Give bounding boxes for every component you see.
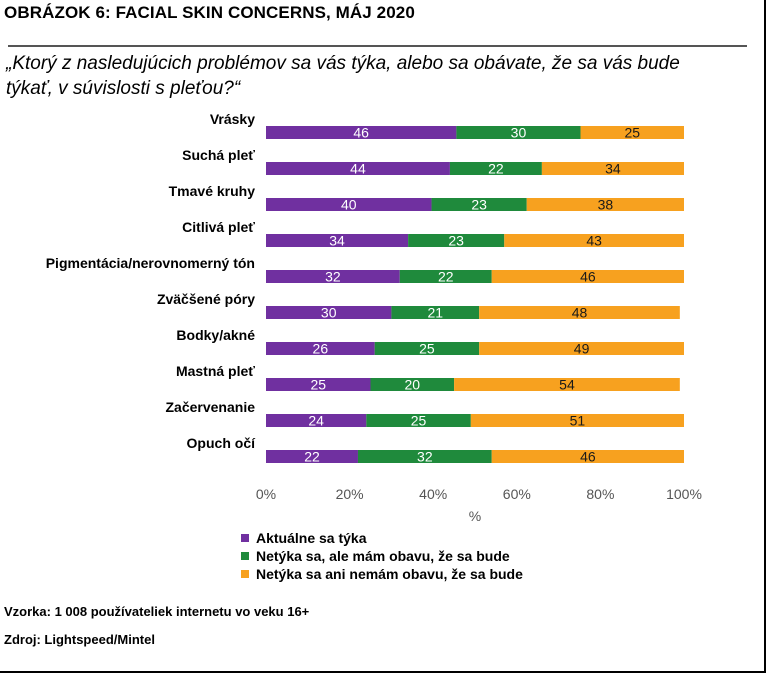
data-label-s0: 40	[341, 197, 357, 213]
data-label-s1: 25	[411, 413, 427, 429]
data-label-s2: 48	[572, 305, 588, 321]
bar-segment-s0	[266, 342, 375, 355]
category-label: Zväčšené póry	[157, 291, 255, 307]
bar-segment-s2	[479, 306, 680, 319]
title-divider	[8, 45, 747, 47]
x-tick-label: 100%	[666, 486, 702, 502]
data-label-s2: 34	[605, 161, 621, 177]
bar-segment-s0	[266, 306, 392, 319]
data-label-s0: 44	[350, 161, 366, 177]
category-label: Mastná pleť	[176, 363, 255, 379]
data-label-s2: 46	[580, 449, 596, 465]
bar-segment-s1	[399, 270, 492, 283]
data-label-s1: 30	[511, 125, 527, 141]
data-label-s1: 22	[438, 269, 454, 285]
x-axis-title: %	[469, 508, 481, 524]
data-label-s1: 20	[405, 377, 421, 393]
legend-swatch-0	[241, 534, 249, 542]
bar-segment-s0	[266, 162, 450, 175]
x-tick-label: 0%	[256, 486, 276, 502]
data-label-s0: 24	[308, 413, 324, 429]
legend-item-2: Netýka sa ani nemám obavu, že sa bude	[241, 565, 523, 583]
bar-segment-s0	[266, 270, 400, 283]
data-label-s2: 49	[574, 341, 590, 357]
category-label: Citlivá pleť	[182, 219, 255, 235]
data-label-s0: 46	[353, 125, 369, 141]
category-label: Začervenanie	[166, 399, 256, 415]
sample-note: Vzorka: 1 008 používateliek internetu vo…	[4, 604, 310, 619]
data-label-s0: 22	[304, 449, 320, 465]
data-label-s2: 46	[580, 269, 596, 285]
bar-segment-s1	[391, 306, 480, 319]
data-label-s0: 32	[325, 269, 341, 285]
bar-segment-s2	[526, 198, 684, 211]
data-label-s1: 32	[417, 449, 433, 465]
bar-segment-s2	[491, 270, 684, 283]
legend-swatch-2	[241, 570, 249, 578]
category-label: Vrásky	[210, 111, 255, 127]
category-label: Pigmentácia/nerovnomerný tón	[46, 255, 255, 271]
chart-title: OBRÁZOK 6: FACIAL SKIN CONCERNS, MÁJ 202…	[4, 3, 415, 22]
bar-segment-s1	[374, 342, 480, 355]
bar-segment-s1	[408, 234, 505, 247]
x-tick-label: 80%	[586, 486, 614, 502]
bar-segment-s2	[541, 162, 684, 175]
data-label-s1: 23	[448, 233, 464, 249]
legend-label-2: Netýka sa ani nemám obavu, že sa bude	[256, 566, 523, 582]
data-label-s2: 51	[570, 413, 586, 429]
data-label-s2: 43	[586, 233, 602, 249]
bar-segment-s0	[266, 450, 358, 463]
bar-segment-s0	[266, 198, 432, 211]
bar-segment-s1	[456, 126, 581, 139]
bar-segment-s2	[470, 414, 684, 427]
bar-segment-s2	[479, 342, 684, 355]
legend-swatch-1	[241, 552, 249, 560]
bar-segment-s0	[266, 378, 371, 391]
source-note: Zdroj: Lightspeed/Mintel	[4, 632, 155, 647]
bar-segment-s0	[266, 234, 409, 247]
data-label-s0: 34	[329, 233, 345, 249]
bar-segment-s1	[357, 450, 492, 463]
legend-label-0: Aktuálne sa týka	[256, 530, 367, 546]
data-label-s1: 25	[419, 341, 435, 357]
x-tick-label: 20%	[336, 486, 364, 502]
data-label-s0: 25	[310, 377, 326, 393]
legend-item-1: Netýka sa, ale mám obavu, že sa bude	[241, 547, 523, 565]
bar-segment-s2	[491, 450, 684, 463]
data-label-s1: 21	[428, 305, 444, 321]
bar-segment-s2	[580, 126, 684, 139]
data-label-s2: 38	[598, 197, 614, 213]
bar-segment-s2	[504, 234, 684, 247]
bar-segment-s0	[266, 414, 367, 427]
data-label-s1: 22	[488, 161, 504, 177]
bar-segment-s1	[366, 414, 471, 427]
category-label: Bodky/akné	[176, 327, 255, 343]
bar-segment-s2	[454, 378, 680, 391]
data-label-s0: 30	[321, 305, 337, 321]
bar-segment-s0	[266, 126, 457, 139]
bar-segment-s1	[449, 162, 542, 175]
bar-segment-s1	[431, 198, 527, 211]
data-label-s0: 26	[313, 341, 329, 357]
bar-segment-s1	[370, 378, 455, 391]
data-label-s2: 54	[559, 377, 575, 393]
category-label: Suchá pleť	[182, 147, 255, 163]
legend: Aktuálne sa týka Netýka sa, ale mám obav…	[241, 529, 523, 583]
category-label: Tmavé kruhy	[169, 183, 256, 199]
data-label-s1: 23	[471, 197, 487, 213]
category-label: Opuch očí	[187, 435, 257, 451]
x-tick-label: 60%	[503, 486, 531, 502]
data-label-s2: 25	[624, 125, 640, 141]
legend-item-0: Aktuálne sa týka	[241, 529, 523, 547]
legend-label-1: Netýka sa, ale mám obavu, že sa bude	[256, 548, 510, 564]
survey-question: „Ktorý z nasledujúcich problémov sa vás …	[6, 53, 680, 99]
x-tick-label: 40%	[419, 486, 447, 502]
